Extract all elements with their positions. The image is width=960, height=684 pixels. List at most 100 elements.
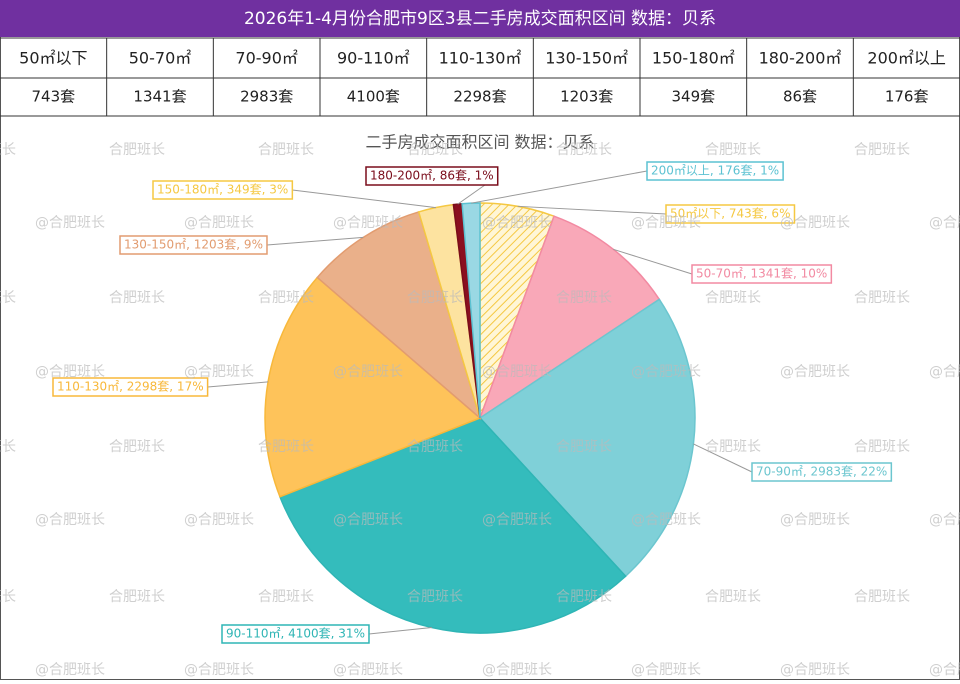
table-cell: 86套 bbox=[783, 88, 817, 106]
slice-label: 150-180㎡, 349套, 3% bbox=[157, 183, 288, 197]
table-cell: 4100套 bbox=[347, 88, 400, 106]
watermark: @合肥班长 bbox=[929, 662, 960, 678]
leader-line bbox=[613, 248, 693, 275]
watermark: 合肥班长 bbox=[258, 439, 314, 455]
watermark: @合肥班长 bbox=[929, 215, 960, 231]
slice-label: 110-130㎡, 2298套, 17% bbox=[57, 380, 204, 394]
watermark: 合肥班长 bbox=[556, 589, 612, 605]
watermark: 合肥班长 bbox=[407, 439, 463, 455]
watermark: 合肥班长 bbox=[258, 290, 314, 306]
pie-slice bbox=[461, 202, 481, 419]
watermark: 合肥班长 bbox=[109, 290, 165, 306]
watermark: @合肥班长 bbox=[35, 662, 105, 678]
watermark: @合肥班长 bbox=[482, 215, 552, 231]
pie-slice bbox=[478, 298, 696, 578]
slice-label: 90-110㎡, 4100套, 31% bbox=[226, 627, 365, 641]
label-box bbox=[665, 204, 796, 224]
watermark: @合肥班长 bbox=[35, 215, 105, 231]
slice-label: 180-200㎡, 86套, 1% bbox=[370, 169, 494, 183]
label-box bbox=[152, 180, 294, 200]
table-header: 180-200㎡ bbox=[759, 49, 842, 68]
watermark: 合肥班长 bbox=[109, 439, 165, 455]
table-header: 150-180㎡ bbox=[652, 49, 735, 68]
label-box bbox=[221, 624, 370, 644]
slice-label: 130-150㎡, 1203套, 9% bbox=[124, 238, 263, 252]
leader-line bbox=[470, 170, 648, 204]
watermark: @合肥班长 bbox=[780, 662, 850, 678]
watermark: @合肥班长 bbox=[333, 512, 403, 528]
label-box bbox=[365, 166, 499, 186]
watermark: 合肥班长 bbox=[705, 439, 761, 455]
page-title: 2026年1-4月份合肥市9区3县二手房成交面积区间 数据：贝系 bbox=[244, 9, 716, 29]
watermark: @合肥班长 bbox=[929, 364, 960, 380]
watermark: @合肥班长 bbox=[780, 512, 850, 528]
watermark: @合肥班长 bbox=[333, 364, 403, 380]
watermark: @合肥班长 bbox=[631, 662, 701, 678]
watermark: 合肥班长 bbox=[0, 439, 16, 455]
label-box bbox=[52, 377, 209, 397]
title-bar bbox=[0, 0, 960, 37]
label-box bbox=[119, 235, 268, 255]
watermark: 合肥班长 bbox=[854, 290, 910, 306]
watermark: 合肥班长 bbox=[0, 290, 16, 306]
chart-title: 二手房成交面积区间 数据：贝系 bbox=[365, 133, 594, 152]
watermark: 合肥班长 bbox=[0, 589, 16, 605]
label-box bbox=[751, 462, 893, 482]
watermark: @合肥班长 bbox=[35, 364, 105, 380]
watermark: 合肥班长 bbox=[556, 142, 612, 158]
watermark: @合肥班长 bbox=[35, 512, 105, 528]
pie-slice bbox=[278, 417, 627, 634]
watermark: @合肥班长 bbox=[333, 662, 403, 678]
table-cell: 349套 bbox=[672, 88, 716, 106]
leader-line bbox=[207, 381, 269, 388]
pie-slice bbox=[316, 210, 482, 421]
watermark: @合肥班长 bbox=[631, 512, 701, 528]
watermark: @合肥班长 bbox=[482, 662, 552, 678]
watermark: 合肥班长 bbox=[407, 290, 463, 306]
table-header: 50㎡以下 bbox=[19, 49, 87, 68]
watermark: 合肥班长 bbox=[854, 142, 910, 158]
watermark: @合肥班长 bbox=[631, 215, 701, 231]
watermark: @合肥班长 bbox=[780, 215, 850, 231]
watermark: @合肥班长 bbox=[184, 215, 254, 231]
watermark: @合肥班长 bbox=[482, 364, 552, 380]
leader-line bbox=[292, 189, 436, 209]
watermark: 合肥班长 bbox=[258, 142, 314, 158]
leader-line bbox=[693, 443, 753, 473]
table-cell: 1203套 bbox=[560, 88, 613, 106]
slice-label: 50-70㎡, 1341套, 10% bbox=[696, 267, 827, 281]
watermark: 合肥班长 bbox=[705, 142, 761, 158]
label-box bbox=[691, 264, 833, 284]
table-cell: 176套 bbox=[885, 88, 929, 106]
watermark: 合肥班长 bbox=[258, 589, 314, 605]
watermark: 合肥班长 bbox=[407, 589, 463, 605]
table-cell: 1341套 bbox=[133, 88, 186, 106]
table-header: 50-70㎡ bbox=[129, 49, 192, 68]
leader-line bbox=[517, 205, 667, 215]
table-header: 200㎡以上 bbox=[867, 49, 946, 68]
watermark: 合肥班长 bbox=[854, 589, 910, 605]
watermark: 合肥班长 bbox=[705, 589, 761, 605]
watermark: 合肥班长 bbox=[109, 142, 165, 158]
watermark: @合肥班长 bbox=[184, 364, 254, 380]
table-header: 110-130㎡ bbox=[439, 49, 522, 68]
table-cell: 2298套 bbox=[453, 88, 506, 106]
leader-line bbox=[266, 236, 364, 246]
table-cell: 743套 bbox=[32, 88, 76, 106]
watermark: 合肥班长 bbox=[854, 439, 910, 455]
slice-label: 200㎡以上, 176套, 1% bbox=[651, 164, 779, 178]
watermark: @合肥班长 bbox=[631, 364, 701, 380]
watermark: @合肥班长 bbox=[333, 215, 403, 231]
watermark: @合肥班长 bbox=[184, 662, 254, 678]
table-header: 70-90㎡ bbox=[235, 49, 298, 68]
watermark: @合肥班长 bbox=[929, 512, 960, 528]
table-header: 90-110㎡ bbox=[337, 49, 410, 68]
table-cell: 2983套 bbox=[240, 88, 293, 106]
watermark: @合肥班长 bbox=[482, 512, 552, 528]
slice-label: 70-90㎡, 2983套, 22% bbox=[756, 465, 887, 479]
watermark: @合肥班长 bbox=[184, 512, 254, 528]
watermark: @合肥班长 bbox=[780, 364, 850, 380]
watermark: 合肥班长 bbox=[556, 290, 612, 306]
watermark: 合肥班长 bbox=[0, 142, 16, 158]
